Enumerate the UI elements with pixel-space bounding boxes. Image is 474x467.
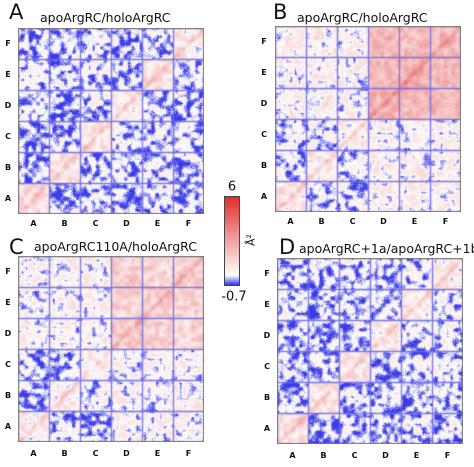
x-tick-label-f: F: [442, 217, 449, 226]
x-tick-label-c: C: [92, 219, 99, 228]
panel-title-b: apoArgRC/holoArgRC: [297, 10, 428, 25]
x-tick-label-b: B: [61, 219, 68, 228]
y-tick-label-a: A: [263, 423, 271, 433]
y-tick-label-a: A: [4, 421, 12, 431]
panel-title-c: apoArgRC110A/holoArgRC: [34, 239, 197, 254]
x-tick-label-c: C: [92, 449, 99, 458]
x-tick-label-e: E: [154, 219, 161, 228]
y-tick-label-c: C: [261, 129, 267, 139]
colorbar: [224, 196, 240, 286]
x-tick-label-f: F: [185, 219, 192, 228]
x-tick-label-a: A: [30, 219, 37, 228]
x-tick-label-a: A: [287, 217, 294, 226]
x-tick-label-d: D: [380, 217, 387, 226]
x-tick-label-b: B: [318, 217, 325, 226]
y-tick-label-f: F: [264, 268, 270, 278]
y-tick-label-e: E: [261, 67, 267, 77]
y-tick-label-f: F: [5, 266, 11, 276]
y-tick-label-b: B: [4, 390, 12, 400]
x-tick-label-f: F: [444, 451, 451, 460]
heatmap-a: A B C D E F A B C D E F: [5, 28, 204, 228]
colorbar-min-label: -0.7: [221, 289, 247, 305]
x-tick-label-d: D: [382, 451, 389, 460]
colorbar-unit-label: Å²: [244, 234, 258, 246]
heatmap-d: A B C D E F A B C D E F: [264, 258, 463, 460]
panel-letter-d: D: [279, 235, 296, 259]
y-tick-label-c: C: [5, 359, 11, 369]
y-tick-label-b: B: [263, 392, 271, 402]
heatmap-canvas: [18, 28, 204, 214]
heatmap-c: A B C D E F A B C D E F: [5, 256, 204, 458]
y-tick-label-f: F: [5, 38, 11, 48]
panel-title-a: apoArgRC/holoArgRC: [40, 10, 171, 25]
y-tick-label-c: C: [5, 131, 11, 141]
y-tick-label-d: D: [260, 98, 268, 108]
y-tick-label-e: E: [5, 69, 11, 79]
x-tick-label-a: A: [289, 451, 296, 460]
x-tick-label-c: C: [349, 217, 356, 226]
x-tick-label-e: E: [411, 217, 418, 226]
panel-letter-c: C: [9, 235, 24, 259]
x-tick-label-d: D: [123, 219, 130, 228]
x-tick-label-a: A: [30, 449, 37, 458]
y-tick-label-b: B: [260, 160, 268, 170]
x-tick-label-f: F: [185, 449, 192, 458]
panel-letter-b: B: [273, 0, 288, 24]
heatmap-canvas: [277, 258, 463, 444]
panel-letter-a: A: [9, 0, 24, 24]
panel-title-d: apoArgRC+1a/apoArgRC+1b: [299, 241, 474, 256]
x-tick-label-e: E: [154, 449, 161, 458]
x-tick-label-e: E: [413, 451, 420, 460]
y-tick-label-d: D: [263, 330, 271, 340]
x-tick-label-b: B: [61, 449, 68, 458]
y-tick-label-f: F: [261, 36, 267, 46]
x-tick-label-d: D: [123, 449, 130, 458]
colorbar-gradient: [225, 197, 239, 285]
x-tick-label-b: B: [320, 451, 327, 460]
y-tick-label-b: B: [4, 162, 12, 172]
y-tick-label-c: C: [264, 361, 270, 371]
y-tick-label-a: A: [4, 193, 12, 203]
heatmap-b: A B C D E F A B C D E F: [261, 26, 461, 226]
y-tick-label-e: E: [264, 299, 270, 309]
heatmap-canvas: [275, 26, 461, 212]
y-tick-label-a: A: [260, 191, 268, 201]
colorbar-max-label: 6: [227, 179, 237, 195]
y-tick-label-e: E: [5, 297, 11, 307]
heatmap-canvas: [18, 256, 204, 442]
x-tick-label-c: C: [351, 451, 358, 460]
y-tick-label-d: D: [4, 328, 12, 338]
y-tick-label-d: D: [4, 100, 12, 110]
